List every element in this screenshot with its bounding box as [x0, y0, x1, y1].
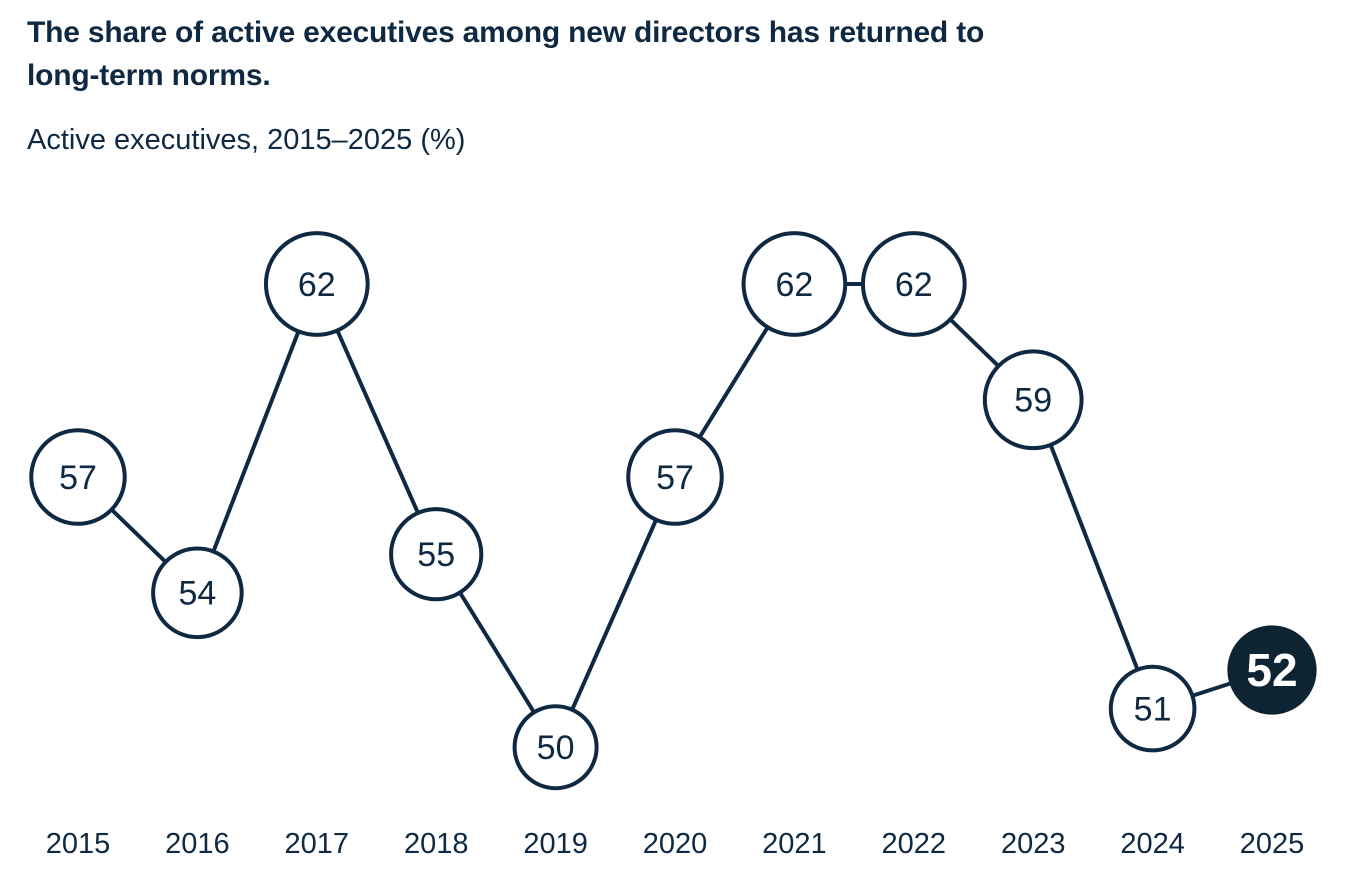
- x-axis-label-2022: 2022: [882, 828, 947, 860]
- marker-circle-2016: [151, 546, 244, 640]
- x-axis-label-2016: 2016: [165, 828, 230, 860]
- x-axis-label-2023: 2023: [1001, 828, 1066, 860]
- data-point-2020: 57: [626, 428, 724, 526]
- marker-value-2025: 52: [1246, 644, 1297, 696]
- series-segment-2023-2024: [1031, 399, 1155, 710]
- marker-circle-2019: [512, 704, 599, 791]
- data-point-2016: 54: [151, 546, 244, 640]
- chart-subtitle: Active executives, 2015–2025 (%): [27, 124, 466, 157]
- marker-circle-2015: [29, 428, 127, 526]
- data-point-2015: 57: [29, 428, 127, 526]
- marker-value-2018: 55: [417, 536, 455, 574]
- series-segment-2016-2017: [195, 283, 319, 594]
- chart-title-line2: long-term norms.: [27, 58, 271, 92]
- marker-circle-2023: [982, 349, 1084, 451]
- marker-circle-2022: [860, 231, 967, 337]
- marker-circle-2017: [263, 231, 370, 337]
- x-axis-label-2021: 2021: [762, 828, 827, 860]
- marker-value-2022: 62: [895, 266, 933, 304]
- marker-circle-2021: [741, 231, 848, 337]
- x-axis-label-2018: 2018: [404, 828, 469, 860]
- series-segment-2019-2020: [553, 476, 677, 749]
- marker-value-2016: 54: [178, 575, 216, 613]
- marker-circle-2024: [1108, 664, 1197, 753]
- marker-value-2015: 57: [59, 459, 97, 497]
- marker-value-2023: 59: [1014, 382, 1052, 420]
- x-axis-label-2024: 2024: [1120, 828, 1185, 860]
- data-point-2017: 62: [263, 231, 370, 337]
- marker-circle-2025: [1227, 625, 1317, 715]
- data-point-2018: 55: [389, 507, 484, 602]
- x-axis-label-2015: 2015: [46, 828, 111, 860]
- x-axis-label-2025: 2025: [1240, 828, 1305, 860]
- marker-value-2020: 57: [656, 459, 694, 497]
- marker-circle-2018: [389, 507, 484, 602]
- marker-value-2019: 50: [537, 729, 575, 767]
- x-axis-label-2020: 2020: [643, 828, 708, 860]
- data-point-2024: 51: [1108, 664, 1197, 753]
- x-axis-label-2017: 2017: [285, 828, 350, 860]
- data-point-2019: 50: [512, 704, 599, 791]
- data-point-2025: 52: [1227, 625, 1317, 715]
- chart-title-line1: The share of active executives among new…: [27, 16, 985, 49]
- marker-circle-2020: [626, 428, 724, 526]
- marker-value-2024: 51: [1134, 691, 1172, 729]
- marker-value-2017: 62: [298, 266, 336, 304]
- chart-header: The share of active executives among new…: [27, 12, 1327, 158]
- data-point-2021: 62: [741, 231, 848, 337]
- x-axis-label-2019: 2019: [523, 828, 588, 860]
- data-point-2022: 62: [860, 231, 967, 337]
- data-point-2023: 59: [982, 349, 1084, 451]
- marker-value-2021: 62: [775, 266, 813, 304]
- chart-title: The share of active executives among new…: [27, 12, 1327, 97]
